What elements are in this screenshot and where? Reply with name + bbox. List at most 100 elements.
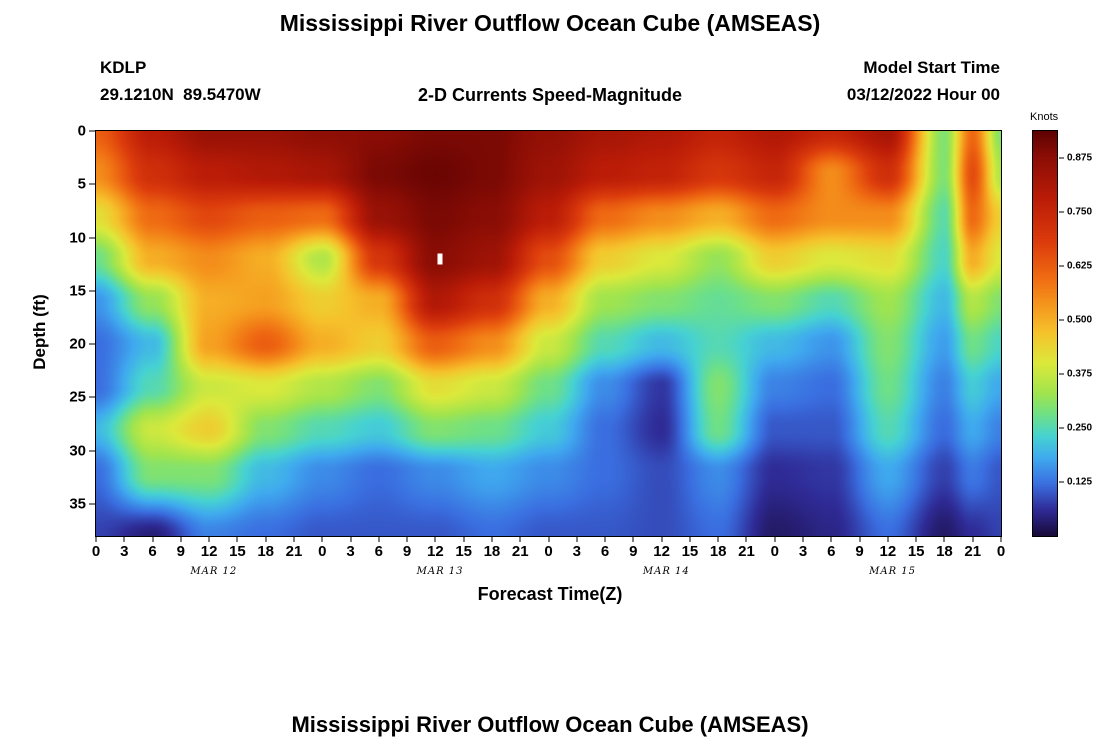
x-tick-label: 0: [544, 543, 553, 560]
x-tick-label: 0: [318, 543, 327, 560]
x-tick-label: 21: [738, 543, 755, 560]
colorbar-tick-mark: [1059, 319, 1064, 321]
y-tick-label: 5: [77, 175, 86, 193]
x-tick-label: 18: [709, 543, 727, 560]
x-tick-mark: [745, 536, 747, 542]
y-tick-label: 20: [69, 335, 86, 353]
y-tick-mark: [89, 290, 95, 292]
x-tick-mark: [972, 536, 974, 542]
x-tick-label: 12: [427, 543, 444, 560]
x-tick-mark: [350, 536, 352, 542]
x-tick-mark: [321, 536, 323, 542]
y-tick-label: 25: [69, 388, 86, 406]
model-start-label: Model Start Time: [863, 58, 1000, 77]
x-tick-label: 6: [374, 543, 383, 560]
x-tick-mark: [152, 536, 154, 542]
x-tick-label: 0: [770, 543, 779, 560]
x-tick-mark: [123, 536, 125, 542]
page-title: Mississippi River Outflow Ocean Cube (AM…: [279, 10, 821, 36]
x-tick-label: 0: [996, 543, 1006, 560]
y-tick-label: 15: [69, 282, 86, 300]
x-tick-mark: [717, 536, 719, 542]
colorbar-canvas: [1033, 131, 1057, 536]
colorbar-tick-label: 0.250: [1067, 422, 1093, 434]
x-tick-label: 18: [483, 543, 501, 560]
x-tick-label: 21: [964, 543, 982, 560]
x-tick-label: 9: [402, 543, 412, 560]
x-tick-label: 18: [257, 543, 275, 560]
colorbar: 0.875 0.750 0.625 0.500 0.375 0.250 0.125: [1032, 130, 1092, 537]
day-label: MAR 13: [416, 566, 464, 577]
x-tick-mark: [604, 536, 606, 542]
y-tick-mark: [89, 503, 95, 505]
x-tick-mark: [802, 536, 804, 542]
x-tick-mark: [265, 536, 267, 542]
colorbar-tick-label: 0.375: [1067, 368, 1093, 380]
y-tick-mark: [89, 450, 95, 452]
x-tick-mark: [943, 536, 945, 542]
colorbar-tick-mark: [1059, 265, 1064, 267]
missing-data-marker: [437, 253, 443, 265]
colorbar-tick-mark: [1059, 427, 1064, 429]
x-tick-mark: [519, 536, 521, 542]
x-tick-label: 0: [91, 543, 101, 560]
colorbar-tick-mark: [1059, 211, 1064, 213]
day-label: MAR 12: [190, 566, 238, 577]
x-tick-label: 3: [346, 543, 355, 560]
heatmap-canvas: [96, 131, 1001, 536]
x-tick-label: 15: [681, 543, 699, 560]
x-tick-mark: [774, 536, 776, 542]
y-tick-label: 0: [77, 122, 86, 140]
y-tick-mark: [89, 343, 95, 345]
x-tick-mark: [887, 536, 889, 542]
heatmap-plot: 0 3 6 9 12 15 18 21 0 3 6 9 12 15 18 21 0 3 6 9 12 15 18 21 0 3 6 9…: [69, 123, 1005, 578]
x-tick-label: 6: [148, 543, 157, 560]
x-tick-label: 15: [455, 543, 472, 560]
x-tick-mark: [548, 536, 549, 542]
x-tick-label: 21: [285, 543, 303, 560]
x-tick-label: 9: [176, 543, 186, 560]
x-tick-label: 3: [798, 543, 808, 560]
y-axis-label: Depth (ft): [30, 294, 49, 370]
station-id: KDLP: [100, 58, 147, 77]
x-tick-label: 12: [653, 543, 670, 560]
x-tick-mark: [95, 536, 97, 542]
y-tick-label: 35: [69, 495, 86, 513]
colorbar-title: Knots: [1030, 111, 1059, 123]
x-tick-mark: [180, 536, 182, 542]
colorbar-tick-label: 0.125: [1067, 476, 1093, 488]
model-start-value: 03/12/2022 Hour 00: [846, 85, 1000, 104]
x-tick-label: 3: [120, 543, 129, 560]
colorbar-tick-label: 0.875: [1067, 152, 1093, 164]
x-tick-mark: [208, 536, 210, 542]
colorbar-tick-label: 0.750: [1067, 206, 1093, 218]
x-tick-mark: [830, 536, 832, 542]
x-tick-mark: [406, 536, 408, 542]
colorbar-tick-mark: [1059, 157, 1064, 159]
x-tick-mark: [434, 536, 436, 542]
x-tick-label: 9: [629, 543, 638, 560]
station-coordinates: 29.1210N 89.5470W: [100, 85, 261, 104]
x-tick-mark: [661, 536, 663, 542]
x-tick-label: 21: [511, 543, 529, 560]
y-tick-label: 30: [69, 442, 86, 460]
x-tick-label: 12: [879, 543, 897, 560]
y-tick-label: 10: [69, 229, 86, 247]
x-tick-mark: [378, 536, 380, 542]
y-tick-mark: [89, 183, 95, 185]
colorbar-tick-label: 0.625: [1067, 260, 1093, 272]
day-label: MAR 14: [642, 566, 690, 577]
colorbar-tick-label: 0.500: [1067, 314, 1093, 326]
x-tick-mark: [463, 536, 465, 542]
x-tick-label: 12: [200, 543, 218, 560]
colorbar-tick-mark: [1059, 373, 1064, 375]
y-tick-mark: [89, 130, 95, 132]
x-axis-label: Forecast Time(Z): [477, 584, 623, 604]
y-tick-mark: [89, 396, 95, 398]
x-tick-mark: [576, 536, 578, 542]
x-tick-label: 15: [907, 543, 925, 560]
day-label: MAR 15: [869, 566, 917, 577]
x-tick-label: 9: [855, 543, 864, 560]
x-tick-mark: [293, 536, 295, 542]
